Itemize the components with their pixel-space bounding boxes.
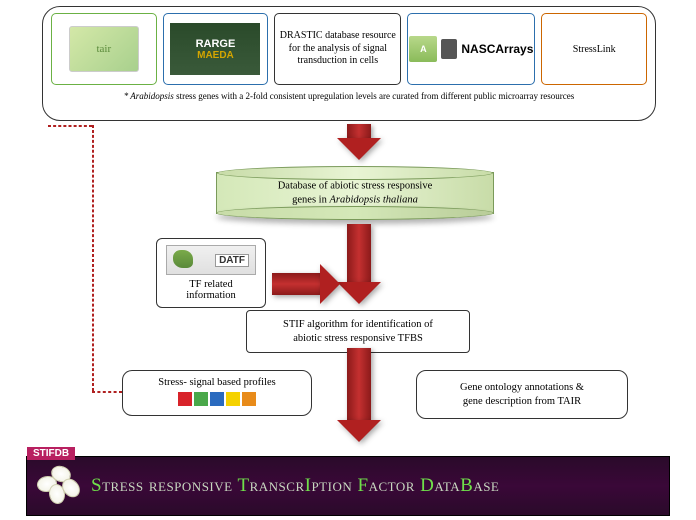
color-swatch	[242, 392, 256, 406]
source-stresslink: StressLink	[541, 13, 647, 85]
dash-connector-top	[48, 125, 92, 127]
arrow-right-tf	[272, 264, 340, 304]
stif-algorithm-box: STIF algorithm for identification of abi…	[246, 310, 470, 353]
stress-label: Stress- signal based profiles	[131, 377, 303, 388]
go-line2: gene description from TAIR	[425, 395, 619, 409]
banner-title: Stress responsive TranscrIption Factor D…	[91, 475, 499, 497]
arrow-down-1	[337, 124, 381, 160]
rarge-line1: RARGE	[196, 38, 236, 50]
sources-caption: * Arabidopsis stress genes with a 2-fold…	[51, 91, 647, 101]
source-tair: tair	[51, 13, 157, 85]
arrow-down-2	[337, 224, 381, 304]
stifdb-banner: STIFDB Stress responsive TranscrIption F…	[26, 456, 670, 516]
db-line2: genes in Arabidopsis thaliana	[217, 193, 493, 207]
dash-connector-v	[92, 125, 94, 391]
color-swatches	[131, 388, 303, 409]
dash-connector-h	[92, 391, 122, 393]
source-rarge: RARGE MAEDA	[163, 13, 269, 85]
go-line1: Gene ontology annotations &	[425, 381, 619, 395]
tf-line2: information	[161, 290, 261, 301]
banner-tag: STIFDB	[27, 447, 75, 460]
nasc-icon: A	[409, 36, 437, 62]
database-cylinder: Database of abiotic stress responsive ge…	[216, 172, 494, 214]
nasc-dot-icon	[441, 39, 457, 59]
source-drastic: DRASTIC database resource for the analys…	[274, 13, 401, 85]
stress-profiles-box: Stress- signal based profiles	[122, 370, 312, 416]
tf-info-box: DATF TF related information	[156, 238, 266, 308]
rarge-logo: RARGE MAEDA	[170, 23, 260, 75]
db-line1: Database of abiotic stress responsive	[217, 179, 493, 193]
gene-ontology-box: Gene ontology annotations & gene descrip…	[416, 370, 628, 419]
sources-row: tair RARGE MAEDA DRASTIC database resour…	[51, 13, 647, 85]
source-nascarrays: A NASCArrays	[407, 13, 535, 85]
stif-line2: abiotic stress responsive TFBS	[253, 332, 463, 346]
tf-line1: TF related	[161, 279, 261, 290]
nasc-label: NASCArrays	[461, 42, 533, 56]
arrow-down-3	[337, 348, 381, 442]
color-swatch	[210, 392, 224, 406]
datf-logo: DATF	[166, 245, 256, 275]
color-swatch	[194, 392, 208, 406]
tair-logo: tair	[69, 26, 139, 72]
color-swatch	[178, 392, 192, 406]
stif-line1: STIF algorithm for identification of	[253, 318, 463, 332]
sources-panel: tair RARGE MAEDA DRASTIC database resour…	[42, 6, 656, 121]
flower-icon	[35, 466, 83, 506]
rarge-line2: MAEDA	[197, 50, 234, 61]
color-swatch	[226, 392, 240, 406]
